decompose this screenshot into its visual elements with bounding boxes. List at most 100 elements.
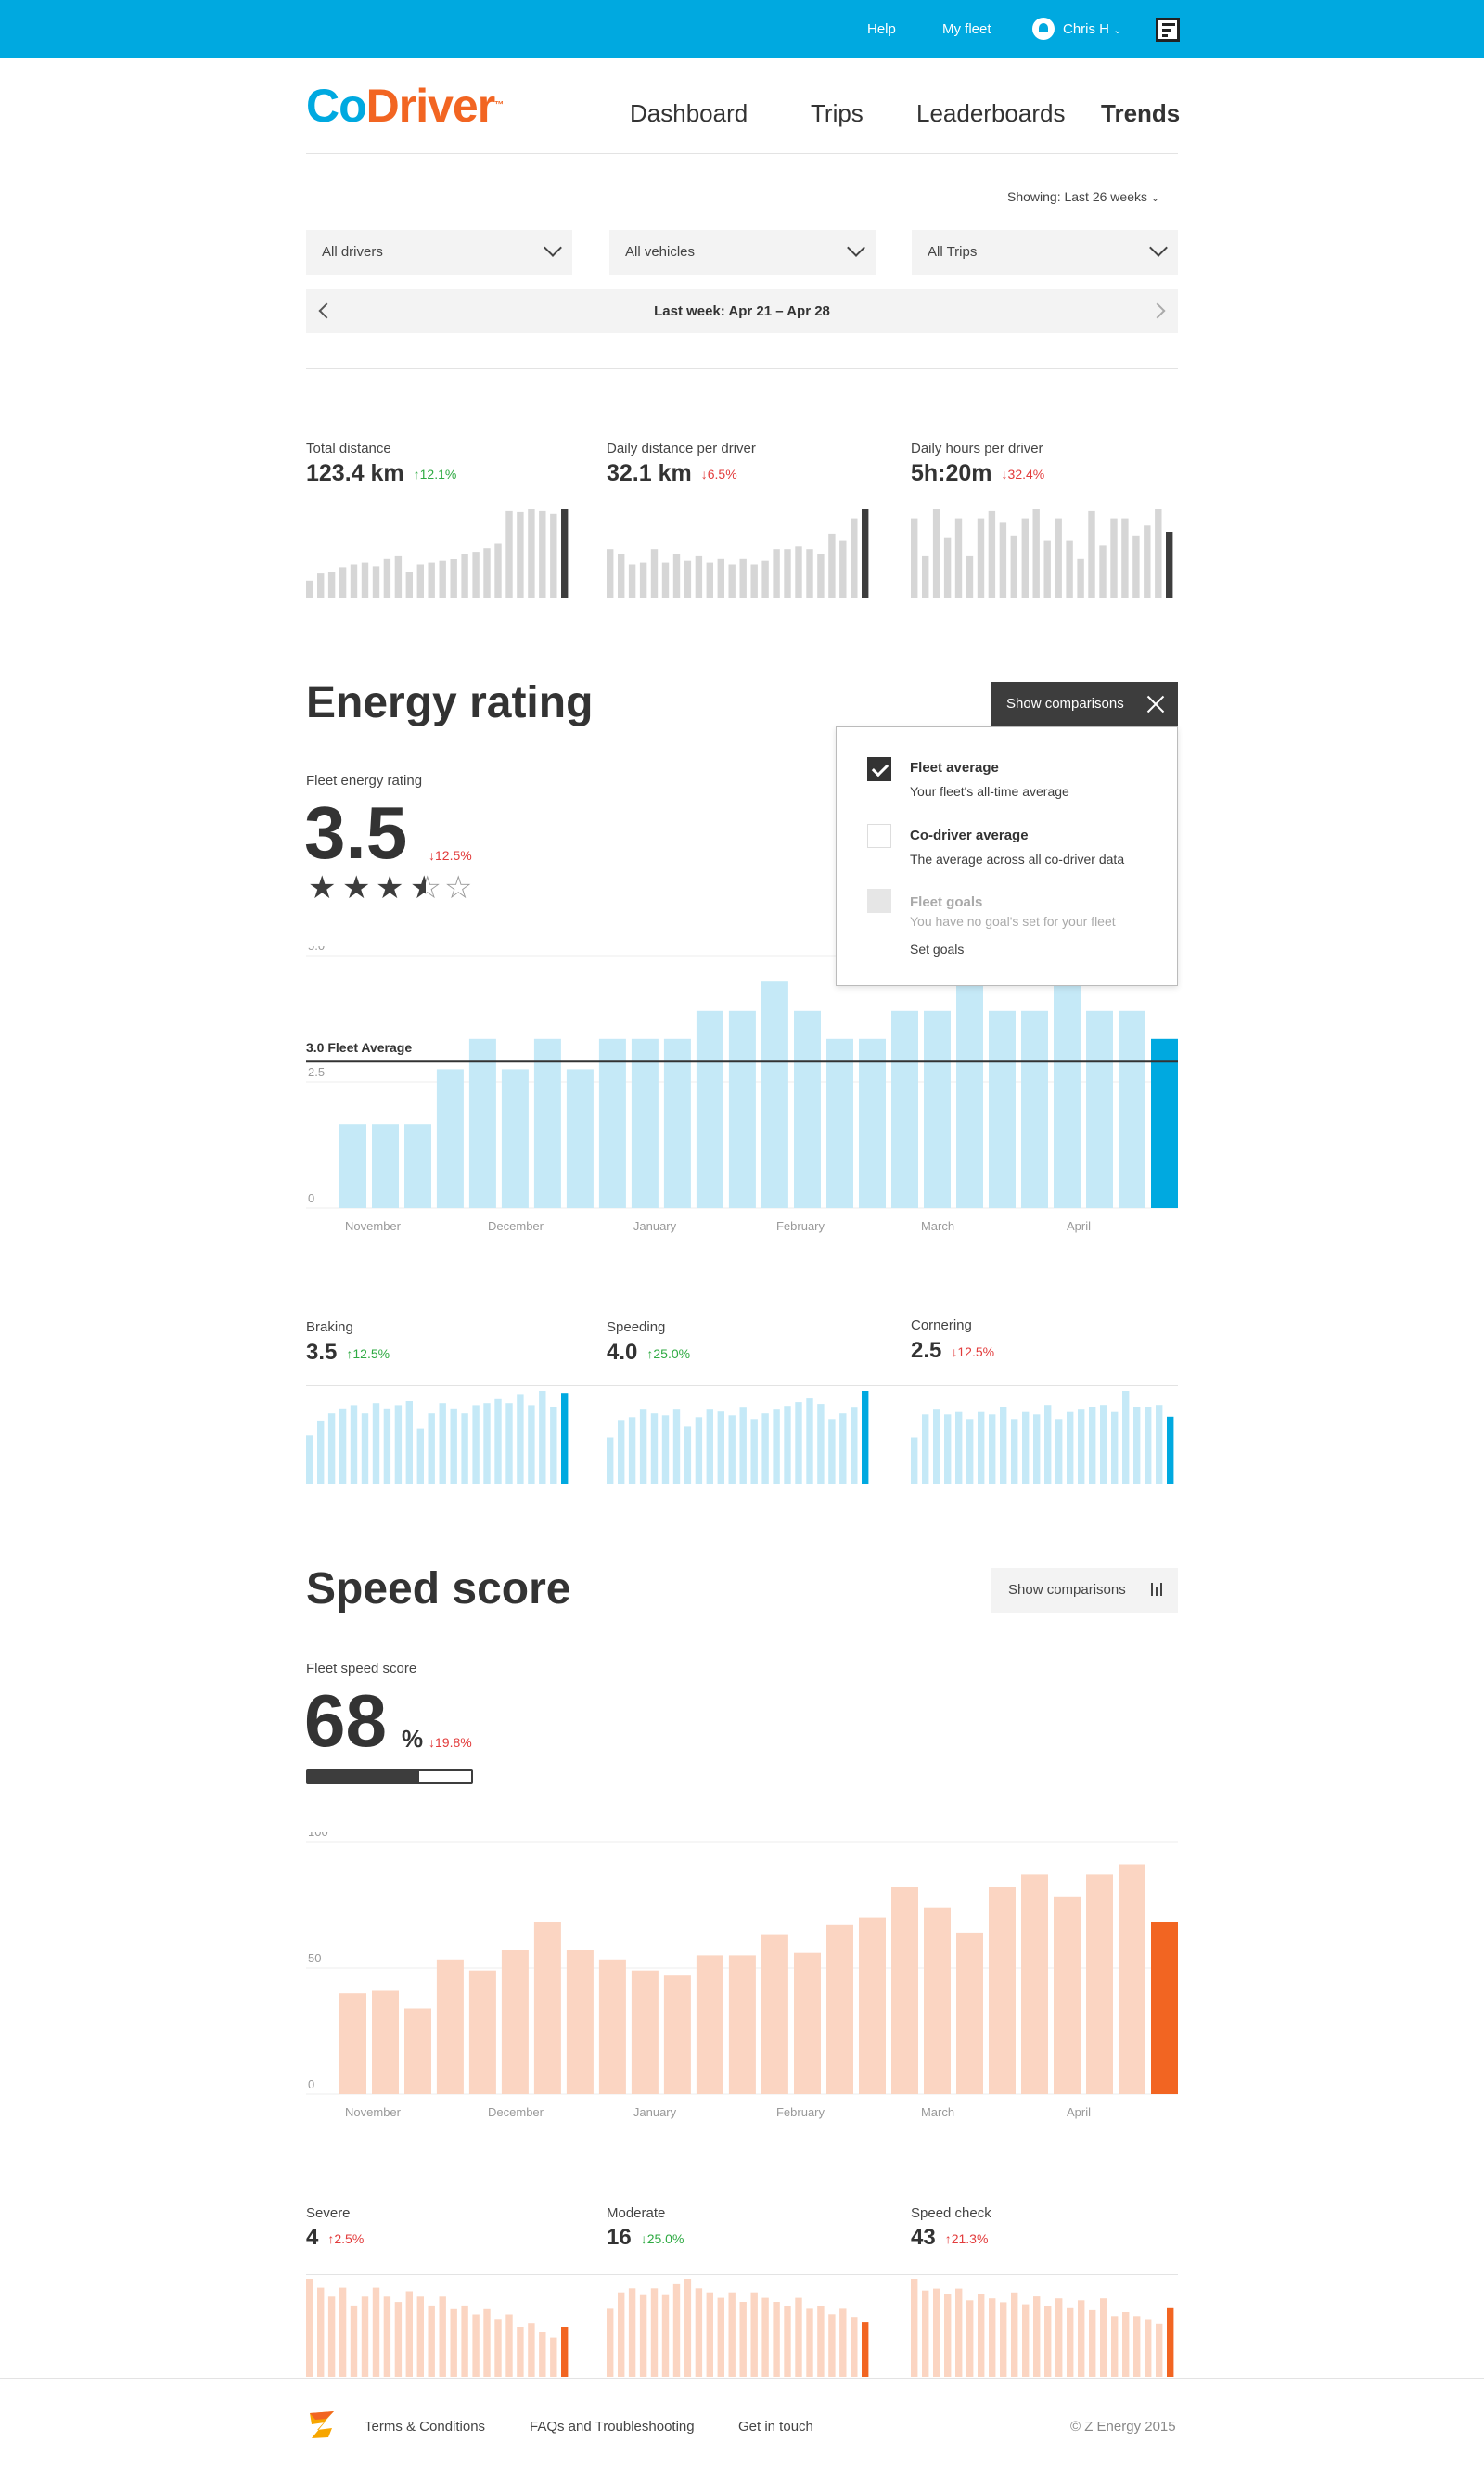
sparkline-bar	[461, 554, 468, 598]
range-selector[interactable]: Showing: Last 26 weeks ⌄	[1007, 189, 1160, 204]
sparkline-bar	[784, 549, 791, 598]
codriver-logo[interactable]: CoDriver™	[306, 80, 504, 132]
x-tick-label: February	[776, 2105, 825, 2119]
chart-bar	[501, 1950, 529, 2094]
kpi-sparkline	[306, 509, 569, 598]
chart-bar	[761, 981, 788, 1208]
show-comparisons-button[interactable]: Show comparisons	[991, 682, 1178, 726]
chart-bar	[859, 1917, 886, 2094]
sparkline-bar	[989, 2298, 996, 2377]
metric-label: Braking	[306, 1319, 353, 1335]
sparkline-bar	[806, 2308, 813, 2377]
sparkline-bar	[628, 2288, 636, 2377]
sparkline-bar	[1133, 1407, 1141, 1484]
chart-bar	[372, 1990, 399, 2094]
sparkline-bar	[1156, 1405, 1163, 1484]
sparkline-bar	[955, 1411, 963, 1484]
copyright: © Z Energy 2015	[1070, 2419, 1176, 2435]
sparkline-bar	[911, 518, 918, 598]
sparkline-bar	[450, 2308, 457, 2377]
sparkline-bar	[618, 1420, 625, 1484]
kpi-value: 123.4 km ↑12.1%	[306, 460, 457, 486]
sparkline-bar	[1000, 1407, 1007, 1484]
sparkline-bar	[817, 554, 825, 598]
trips-select[interactable]: All Trips	[912, 230, 1178, 275]
sparkline-bar	[922, 1414, 929, 1484]
faq-link[interactable]: FAQs and Troubleshooting	[530, 2419, 695, 2435]
sparkline-bar	[1121, 518, 1129, 598]
close-icon[interactable]	[1146, 695, 1165, 713]
sparkline-bar	[922, 555, 929, 598]
sparkline-bar	[1100, 1405, 1107, 1484]
sparkline-bar	[1055, 1419, 1063, 1484]
kpi-change: ↓6.5%	[700, 467, 737, 482]
sparkline-bar	[1021, 518, 1029, 598]
set-goals-link[interactable]: Set goals	[910, 942, 965, 957]
sparkline-bar	[650, 2288, 659, 2377]
sparkline-bar	[439, 1403, 446, 1484]
nav-dashboard[interactable]: Dashboard	[630, 99, 748, 127]
drivers-select[interactable]: All drivers	[306, 230, 572, 275]
sparkline-bar	[706, 562, 713, 598]
sparkline-bar	[505, 2314, 513, 2377]
sparkline-bar	[954, 518, 963, 598]
kpi-sparkline	[911, 509, 1173, 598]
sparkline-bar	[761, 2297, 769, 2377]
x-tick-label: March	[921, 1219, 954, 1233]
contact-link[interactable]: Get in touch	[738, 2419, 813, 2435]
codriver-average-checkbox[interactable]	[867, 824, 891, 848]
sparkline-bar	[1133, 2316, 1141, 2377]
chart-bar	[989, 1887, 1016, 2094]
sparkline-bar	[505, 1403, 513, 1484]
chart-bar	[728, 1955, 756, 2094]
nav-trips[interactable]: Trips	[811, 99, 864, 127]
chart-bar	[761, 1934, 788, 2094]
terms-link[interactable]: Terms & Conditions	[365, 2419, 486, 2435]
sparkline-bar	[405, 572, 413, 598]
sparkline-bar	[394, 1405, 403, 1484]
speed-change: ↓19.8%	[429, 1735, 472, 1750]
sparkline-bar	[933, 1409, 940, 1484]
speed-title: Speed score	[306, 1564, 571, 1613]
metric-label: Moderate	[607, 2205, 666, 2221]
chart-bar	[728, 1010, 756, 1208]
sparkline-bar	[911, 1437, 918, 1484]
sparkline-bar	[416, 1428, 424, 1484]
app-icon[interactable]	[1156, 18, 1180, 42]
x-tick-label: December	[488, 1219, 544, 1233]
sparkline-bar	[1122, 1391, 1130, 1484]
sparkline-bar	[1088, 510, 1095, 598]
fleet-average-checkbox[interactable]	[867, 757, 891, 781]
my-fleet-link[interactable]: My fleet	[942, 21, 991, 37]
help-link[interactable]: Help	[867, 21, 896, 37]
sparkline-bar	[517, 511, 524, 598]
user-menu[interactable]: Chris H ⌄	[1063, 20, 1121, 40]
sparkline-bar	[828, 533, 836, 598]
sparkline-bar	[661, 1415, 670, 1484]
sparkline-bar	[483, 1403, 491, 1484]
vehicles-select[interactable]: All vehicles	[609, 230, 876, 275]
metric-sparkline	[607, 2279, 869, 2377]
metric-value: 3.5 ↑12.5%	[306, 1340, 390, 1365]
chart-bar	[404, 1124, 431, 1208]
chart-bar	[1086, 1874, 1113, 2094]
sliders-icon-bar	[1160, 1583, 1162, 1596]
sparkline-bar	[1011, 1419, 1018, 1484]
sparkline-bar	[739, 1407, 747, 1484]
x-tick-label: April	[1067, 1219, 1091, 1233]
chart-bar	[1086, 1010, 1113, 1208]
nav-trends[interactable]: Trends	[1101, 99, 1181, 127]
chart-bar	[1021, 1874, 1048, 2094]
x-tick-label: January	[633, 1219, 677, 1233]
nav-leaderboards[interactable]: Leaderboards	[916, 99, 1066, 127]
sparkline-bar	[405, 2291, 413, 2377]
sparkline-bar	[1167, 2307, 1174, 2377]
energy-value: 3.5	[304, 791, 408, 874]
star-icon: ★	[376, 870, 404, 906]
sparkline-bar	[472, 552, 480, 598]
show-comparisons-button[interactable]: Show comparisons	[991, 1568, 1178, 1613]
bell-icon[interactable]	[1032, 18, 1055, 40]
sparkline-bar	[1110, 518, 1118, 598]
sparkline-bar	[394, 2302, 403, 2377]
z-energy-logo[interactable]	[306, 2408, 339, 2441]
